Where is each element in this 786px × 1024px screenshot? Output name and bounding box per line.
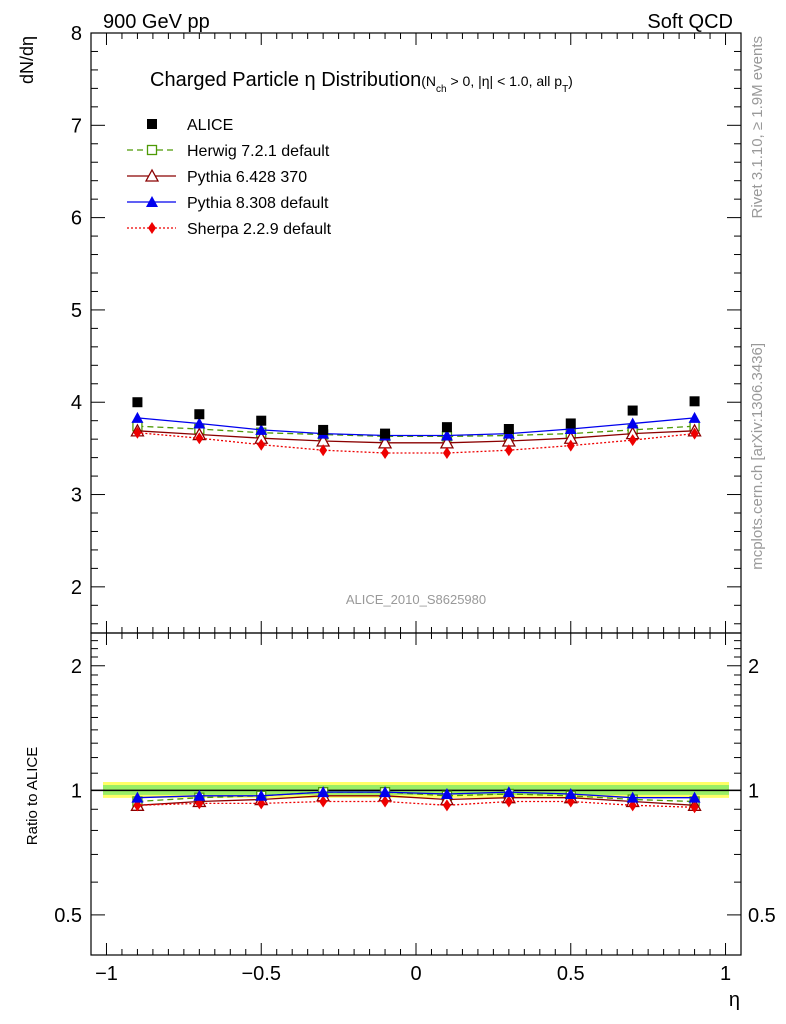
main-point-0 — [194, 409, 205, 420]
main-point-3 — [688, 411, 701, 423]
ratio-ytick-label-right: 0.5 — [748, 905, 776, 927]
main-point-3 — [255, 423, 268, 435]
main-point-0 — [380, 428, 391, 439]
main-point-3 — [564, 423, 577, 434]
ratio-point-2 — [502, 786, 515, 798]
ratio-point-2 — [440, 787, 453, 799]
ratio-ytick-label-right: 1 — [748, 780, 759, 802]
ratio-point-2 — [626, 791, 639, 803]
ratio-point-2 — [564, 787, 577, 799]
legend-marker-2 — [144, 168, 160, 182]
main-point-0 — [565, 418, 576, 429]
main-point-4 — [257, 438, 266, 451]
ratio-point-2 — [379, 786, 392, 798]
title-cut-post: ) — [568, 73, 573, 89]
main-point-3 — [131, 411, 144, 423]
title-cut-sub2: T — [562, 84, 568, 95]
main-point-4 — [504, 444, 513, 457]
xtick-label: −0.5 — [241, 963, 280, 985]
main-series-line-1 — [137, 425, 695, 438]
ratio-point-3 — [319, 795, 328, 808]
ratio-ytick-label-right: 2 — [748, 656, 759, 678]
header-left: 900 GeV pp — [103, 11, 210, 33]
main-point-0 — [318, 424, 329, 435]
ratio-point-2 — [317, 786, 330, 798]
main-ytick-label: 5 — [71, 300, 82, 322]
legend-marker-1 — [146, 144, 158, 156]
main-ylabel: dN/dη — [17, 36, 37, 84]
main-point-4 — [442, 447, 451, 459]
ratio-point-2 — [193, 789, 206, 801]
xtick-label: 1 — [720, 963, 731, 985]
legend-label-2: Pythia 6.428 370 — [187, 169, 307, 186]
ratio-point-3 — [504, 795, 513, 808]
analysis-watermark: ALICE_2010_S8625980 — [346, 592, 486, 607]
ratio-point-2 — [131, 791, 144, 803]
legend-label-0: ALICE — [187, 117, 233, 134]
ratio-point-3 — [690, 801, 699, 814]
main-ytick-label: 2 — [71, 577, 82, 599]
legend-label-4: Sherpa 2.2.9 default — [187, 221, 332, 238]
main-ytick-label: 4 — [71, 392, 82, 414]
main-point-0 — [441, 422, 452, 433]
main-point-3 — [193, 417, 206, 429]
main-series-line-4 — [137, 432, 695, 454]
main-point-4 — [690, 427, 699, 440]
main-ytick-label: 6 — [71, 208, 82, 230]
title-cut-pre: (N — [421, 73, 436, 89]
ratio-series-line-1 — [137, 795, 695, 806]
legend-marker-3 — [146, 196, 158, 207]
legend-label-3: Pythia 8.308 default — [187, 195, 329, 212]
main-series-line-3 — [137, 417, 695, 437]
ratio-series-line-0 — [137, 791, 695, 803]
mcplots-label: mcplots.cern.ch [arXiv:1306.3436] — [749, 343, 766, 570]
title-main: Charged Particle η Distribution — [150, 69, 421, 91]
main-point-0 — [256, 415, 267, 426]
header-right: Soft QCD — [647, 11, 733, 33]
ratio-ytick-label-left: 1 — [71, 780, 82, 802]
title-cut-mid: > 0, |η| < 1.0, all p — [447, 73, 563, 89]
xaxis-label: η — [729, 989, 740, 1011]
main-point-3 — [626, 417, 639, 429]
main-point-3 — [440, 429, 453, 441]
ratio-point-2 — [688, 791, 701, 803]
legend-marker-4 — [148, 222, 156, 234]
ratio-point-3 — [381, 795, 390, 808]
main-series-line-2 — [137, 430, 695, 444]
ratio-series-line-3 — [137, 800, 695, 808]
ratio-point-3 — [442, 799, 451, 812]
ratio-ylabel: Ratio to ALICE — [24, 747, 41, 845]
main-point-4 — [195, 432, 204, 445]
main-point-4 — [566, 439, 575, 452]
ratio-series-line-2 — [137, 791, 695, 799]
main-point-4 — [319, 444, 328, 457]
main-point-0 — [689, 396, 700, 407]
main-ytick-label: 3 — [71, 485, 82, 507]
main-point-0 — [627, 405, 638, 416]
title-cut-sub1: ch — [436, 84, 447, 95]
chart-title: Charged Particle η Distribution(Nch > 0,… — [150, 69, 573, 95]
legend: ALICE Herwig 7.2.1 default Pythia 6.428 37… — [127, 117, 332, 238]
main-ytick-label: 7 — [71, 115, 82, 137]
ratio-panel: −1 −0.5 0 0.5 1 0.5 0.5 1 1 2 2 — [54, 632, 776, 985]
ratio-point-2 — [255, 789, 268, 801]
xtick-label: −1 — [95, 963, 118, 985]
ratio-ytick-label-left: 0.5 — [54, 905, 82, 927]
main-ytick-label: 8 — [71, 23, 82, 45]
main-point-4 — [381, 447, 390, 459]
rivet-label: Rivet 3.1.10, ≥ 1.9M events — [749, 36, 766, 219]
main-point-0 — [503, 424, 514, 434]
main-panel: 2 3 4 5 6 7 8 — [71, 23, 742, 634]
xtick-label: 0 — [410, 963, 421, 985]
legend-label-1: Herwig 7.2.1 default — [187, 143, 330, 160]
main-point-4 — [628, 434, 637, 447]
main-point-0 — [132, 397, 143, 408]
legend-marker-0 — [147, 119, 157, 129]
xtick-label: 0.5 — [557, 963, 585, 985]
ratio-ytick-label-left: 2 — [71, 656, 82, 678]
main-point-4 — [133, 426, 142, 439]
